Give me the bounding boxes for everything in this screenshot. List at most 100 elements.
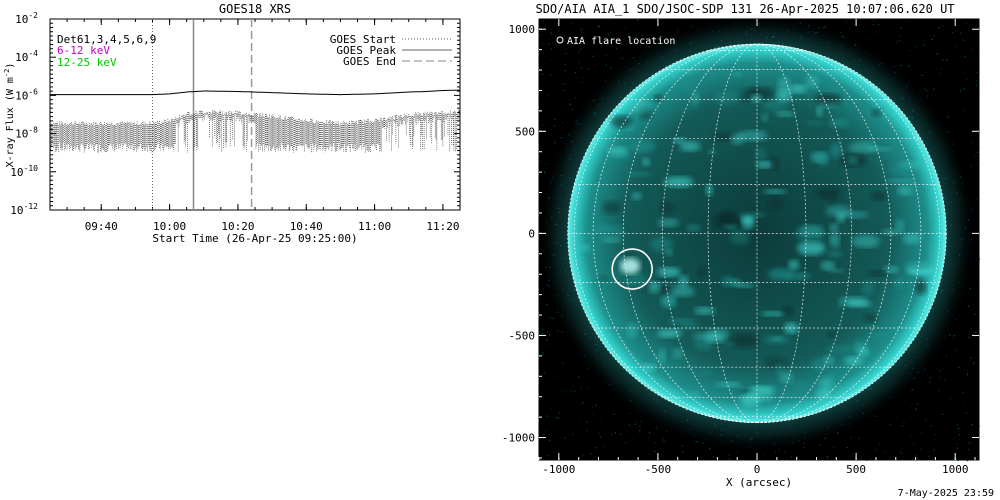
noise-pixel [924,71,926,73]
goes-x-ticks: 09:40 10:00 10:20 10:40 11:00 11:20 [49,19,461,233]
noise-pixel [613,413,615,415]
noise-pixel [663,440,665,442]
noise-pixel [952,337,955,339]
noise-pixel [561,73,563,75]
goes-x-tick-label: 10:00 [153,220,186,233]
noise-pixel [927,91,929,93]
disk-feature [763,189,787,194]
disk-feature [597,275,609,282]
noise-pixel [575,97,577,99]
noise-pixel [562,362,564,364]
noise-pixel [901,452,903,454]
longitude-line [573,43,758,424]
disk-feature [750,94,763,103]
disk-feature [784,272,812,280]
noise-pixel [933,35,935,37]
noise-pixel [942,25,944,27]
disk-feature [679,141,701,152]
noise-pixel [605,64,607,66]
noise-pixel [944,379,946,381]
noise-pixel [566,37,568,39]
noise-pixel [950,357,952,359]
noise-pixel [938,27,940,29]
noise-pixel [958,428,960,430]
disk-feature [739,393,761,407]
noise-pixel [853,446,855,448]
aia-y-tick-label: 500 [515,125,535,138]
noise-pixel [541,44,543,46]
noise-pixel [948,77,950,79]
noise-pixel [598,55,600,57]
noise-pixel [968,442,970,444]
noise-pixel [560,86,562,88]
noise-pixel [855,451,858,453]
noise-pixel [858,437,860,439]
noise-pixel [586,387,588,389]
noise-pixel [970,357,972,359]
noise-pixel [592,414,594,416]
disk-feature [694,306,716,315]
noise-pixel [970,165,972,167]
noise-pixel [826,455,828,457]
noise-pixel [541,344,543,346]
noise-pixel [595,404,597,407]
noise-pixel [579,27,581,29]
noise-pixel [591,406,593,408]
noise-pixel [977,151,979,153]
disk-feature [828,118,850,128]
noise-pixel [608,34,610,36]
noise-pixel [550,74,552,76]
disk-feature [845,300,872,308]
noise-pixel [875,449,877,451]
aia-image-title: SDO/AIA AIA_1 SDO/JSOC-SDP 131 26-Apr-20… [535,2,954,16]
noise-pixel [966,373,969,375]
disk-feature [690,391,702,397]
noise-pixel [539,34,541,36]
noise-pixel [679,19,681,22]
noise-pixel [901,425,903,427]
disk-feature [689,97,699,108]
noise-pixel [578,376,580,378]
noise-pixel [963,88,965,90]
goes-y-tick-label: 10-4 [15,49,38,64]
noise-pixel [590,453,592,455]
disk-feature [792,381,811,387]
disk-feature [664,294,677,310]
noise-pixel [602,19,604,21]
noise-pixel [620,58,622,60]
noise-pixel [565,441,567,443]
noise-pixel [908,65,910,67]
noise-pixel [629,413,631,415]
noise-pixel [974,313,976,315]
disk-feature [610,115,632,128]
disk-feature [781,305,794,317]
noise-pixel [543,372,545,374]
noise-pixel [791,456,793,458]
legend-goes-peak-label: GOES Peak [336,44,396,57]
noise-pixel [565,52,567,54]
disk-feature [902,232,921,245]
goes-x-tick-label: 11:00 [358,220,391,233]
disk-feature [851,234,880,248]
disk-feature [829,232,840,248]
noise-pixel [547,94,549,96]
noise-pixel [592,55,594,57]
disk-feature [774,362,784,375]
disk-feature [868,331,893,338]
disk-feature [714,91,740,106]
disk-feature [713,212,743,229]
disk-feature [871,108,882,117]
noise-pixel [640,420,642,423]
noise-pixel [539,161,541,163]
disk-feature [770,156,780,171]
disk-feature [730,333,759,349]
noise-pixel [546,339,548,341]
noise-pixel [896,416,898,418]
noise-pixel [597,26,599,28]
heliographic-grid [567,43,947,424]
noise-pixel [632,38,635,40]
noise-pixel [922,40,924,42]
noise-pixel [561,389,564,392]
noise-pixel [925,414,927,417]
noise-pixel [949,397,951,400]
